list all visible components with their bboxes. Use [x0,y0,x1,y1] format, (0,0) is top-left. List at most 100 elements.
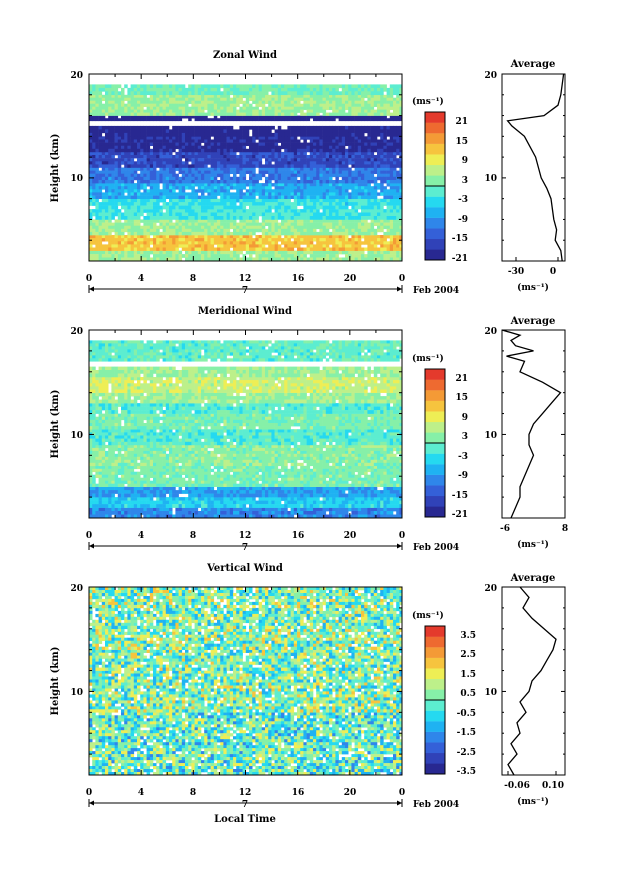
heatmap-cell [293,118,298,122]
heatmap-cell [322,148,327,153]
heatmap-cell [370,97,375,101]
heatmap-cell [399,118,402,122]
heatmap-cell [332,189,336,193]
heatmap-cell [188,198,192,203]
heatmap-cell [191,254,195,258]
heatmap-cell [210,225,215,230]
heatmap-cell [284,228,288,233]
heatmap-cell [143,136,147,140]
heatmap-cell [329,118,333,122]
heatmap-cell [277,155,282,159]
heatmap-cell [367,209,371,213]
heatmap-cell [274,189,279,193]
heatmap-cell [370,195,375,200]
heatmap-cell [383,212,387,217]
heatmap-cell [380,112,384,116]
heatmap-cell [175,180,179,184]
heatmap-cell [226,97,231,101]
heatmap-cell [293,216,298,220]
heatmap-cell [105,209,109,213]
heatmap-cell [178,145,183,150]
heatmap-cell [159,180,163,184]
heatmap-cell [396,198,400,203]
heatmap-cell [188,173,192,178]
heatmap-cell [239,118,243,122]
heatmap-cell [322,151,327,156]
heatmap-cell [242,170,247,175]
heatmap-cell [223,176,227,181]
heatmap-cell [143,241,147,245]
heatmap-cell [242,148,247,153]
heatmap-cell [265,118,269,122]
heatmap-cell [357,100,362,104]
heatmap-cell [373,231,378,236]
heatmap-cell [197,103,202,107]
heatmap-cell [207,257,211,261]
heatmap-cell [319,109,323,113]
heatmap-cell [245,250,250,255]
heatmap-cell [111,97,115,101]
heatmap-cell [111,176,115,181]
heatmap-cell [335,158,339,162]
heatmap-cell [281,189,285,193]
heatmap-cell [380,209,384,213]
heatmap-cell [239,148,243,153]
heatmap-cell [130,225,135,230]
heatmap-cell [313,180,317,184]
heatmap-cell [95,151,99,156]
heatmap-cell [156,244,160,248]
heatmap-cell [386,244,391,248]
heatmap-cell [98,180,103,184]
heatmap-cell [335,180,339,184]
heatmap-cell [261,222,266,227]
heatmap-cell [143,219,147,223]
heatmap-cell [242,173,247,178]
heatmap-cell [361,209,365,213]
heatmap-cell [185,235,189,239]
heatmap-cell [223,250,227,255]
heatmap-cell [303,103,307,107]
heatmap-cell [185,244,189,248]
heatmap-cell [156,145,160,150]
heatmap-cell [364,212,368,217]
heatmap-cell [169,244,173,248]
heatmap-cell [380,238,384,242]
heatmap-cell [261,247,266,251]
heatmap-cell [133,161,138,165]
heatmap-cell [105,254,109,258]
heatmap-cell [95,164,99,168]
heatmap-cell [354,84,359,89]
heatmap-cell [127,91,131,96]
heatmap-cell [137,244,141,248]
heatmap-cell [146,183,151,187]
heatmap-cell [114,222,119,227]
heatmap-cell [178,100,183,104]
heatmap-cell [373,103,378,107]
heatmap-cell [201,118,205,122]
heatmap-cell [236,222,240,227]
heatmap-cell [114,139,119,143]
heatmap-cell [213,186,218,190]
heatmap-cell [236,195,240,200]
heatmap-cell [300,142,304,147]
heatmap-cell [271,222,275,227]
heatmap-cell [178,186,183,190]
heatmap-cell [338,112,343,116]
heatmap-cell [284,103,288,107]
heatmap-cell [332,250,336,255]
heatmap-cell [354,112,359,116]
heatmap-cell [233,155,237,159]
heatmap-cell [249,142,253,147]
heatmap-cell [156,118,160,122]
heatmap-cell [191,250,195,255]
heatmap-cell [169,186,173,190]
heatmap-cell [207,112,211,116]
heatmap-cell [313,142,317,147]
heatmap-cell [389,158,394,162]
heatmap-cell [153,136,157,140]
heatmap-cell [226,173,231,178]
heatmap-cell [220,228,224,233]
heatmap-cell [281,103,285,107]
heatmap-cell [348,202,352,206]
heatmap-cell [130,139,135,143]
